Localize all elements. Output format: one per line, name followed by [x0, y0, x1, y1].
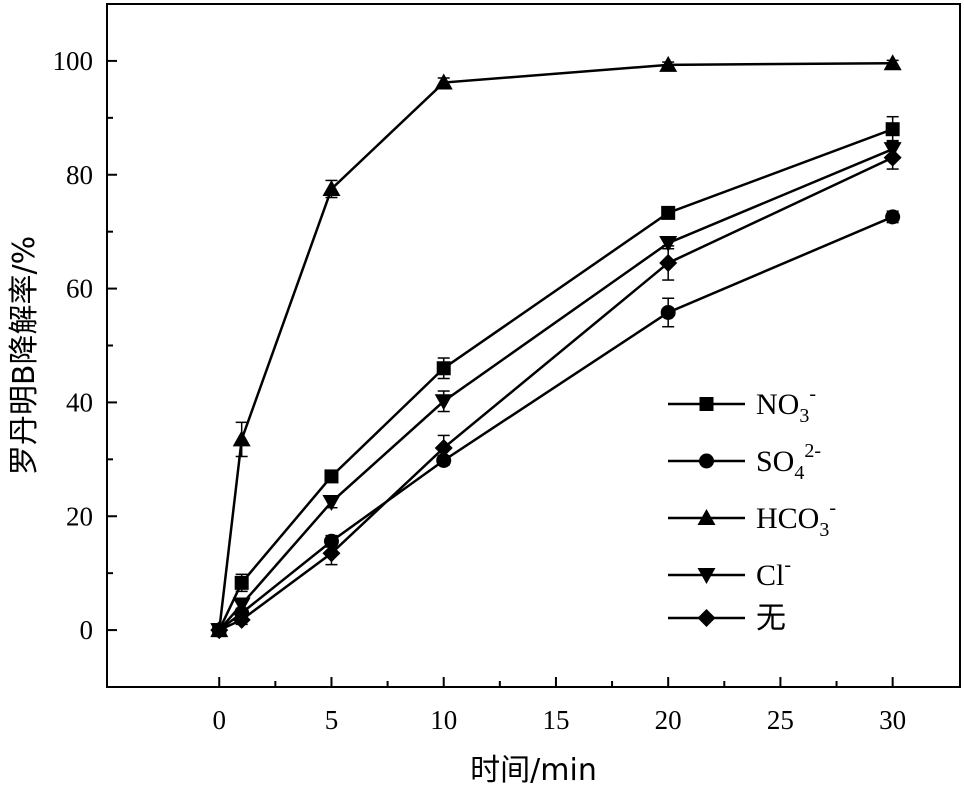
data-point [659, 253, 678, 272]
series-line [218, 147, 894, 631]
data-point [232, 430, 251, 447]
data-point [660, 304, 676, 320]
x-tick-label: 5 [325, 705, 339, 735]
data-point [659, 55, 678, 72]
data-point [434, 438, 453, 457]
x-tick-label: 20 [655, 705, 682, 735]
series-line [217, 61, 893, 631]
data-point [234, 575, 249, 590]
series-line [218, 215, 894, 632]
y-axis-title: 罗丹明B降解率/% [7, 236, 42, 475]
data-point [434, 394, 453, 411]
y-tick-label: 40 [66, 387, 93, 417]
data-point [436, 361, 451, 376]
data-point [232, 597, 251, 614]
legend-item: SO42- [668, 440, 821, 484]
data-point [885, 209, 901, 225]
legend-marker [699, 453, 714, 469]
legend-label: Cl- [756, 554, 791, 592]
data-point [885, 122, 900, 137]
data-point [322, 495, 341, 512]
data-point [322, 179, 341, 196]
data-point [883, 54, 902, 71]
series-triangle-up [210, 54, 902, 638]
legend: NO3- SO42- HCO3- Cl- 无 [668, 383, 836, 635]
data-point [324, 469, 339, 484]
x-tick-label: 15 [542, 705, 569, 735]
legend-item: HCO3- [668, 497, 836, 541]
series-circle [211, 209, 901, 638]
x-tick-label: 10 [430, 705, 457, 735]
legend-item: NO3- [668, 383, 816, 427]
legend-marker [697, 568, 716, 584]
y-tick-label: 0 [80, 615, 94, 645]
y-tick-label: 80 [66, 160, 93, 190]
legend-marker [699, 397, 714, 411]
data-point [232, 610, 251, 629]
x-axis-title: 时间/min [470, 753, 597, 788]
legend-marker [697, 609, 716, 627]
series-square [212, 115, 900, 638]
legend-label: HCO3- [756, 497, 836, 541]
series-group [210, 54, 902, 640]
legend-label: NO3- [756, 383, 816, 427]
legend-item: Cl- [668, 554, 791, 592]
data-point [659, 236, 678, 253]
x-tick-label: 0 [212, 705, 226, 735]
data-point [210, 621, 229, 640]
series-diamond [210, 145, 902, 640]
data-point [322, 544, 341, 563]
legend-item: 无 [668, 602, 786, 635]
legend-label: SO42- [756, 440, 821, 484]
x-tick-label: 30 [879, 705, 906, 735]
y-tick-label: 20 [66, 501, 93, 531]
data-point [883, 148, 902, 167]
data-point [434, 73, 453, 90]
x-tick-label: 25 [767, 705, 794, 735]
data-point [661, 205, 676, 220]
axis-ticks: 0 5 10 15 20 25 30 0 20 40 60 80 100 [53, 3, 906, 735]
y-tick-label: 100 [53, 46, 94, 76]
legend-label: 无 [756, 602, 786, 635]
y-tick-label: 60 [66, 274, 93, 304]
legend-marker [697, 509, 716, 525]
